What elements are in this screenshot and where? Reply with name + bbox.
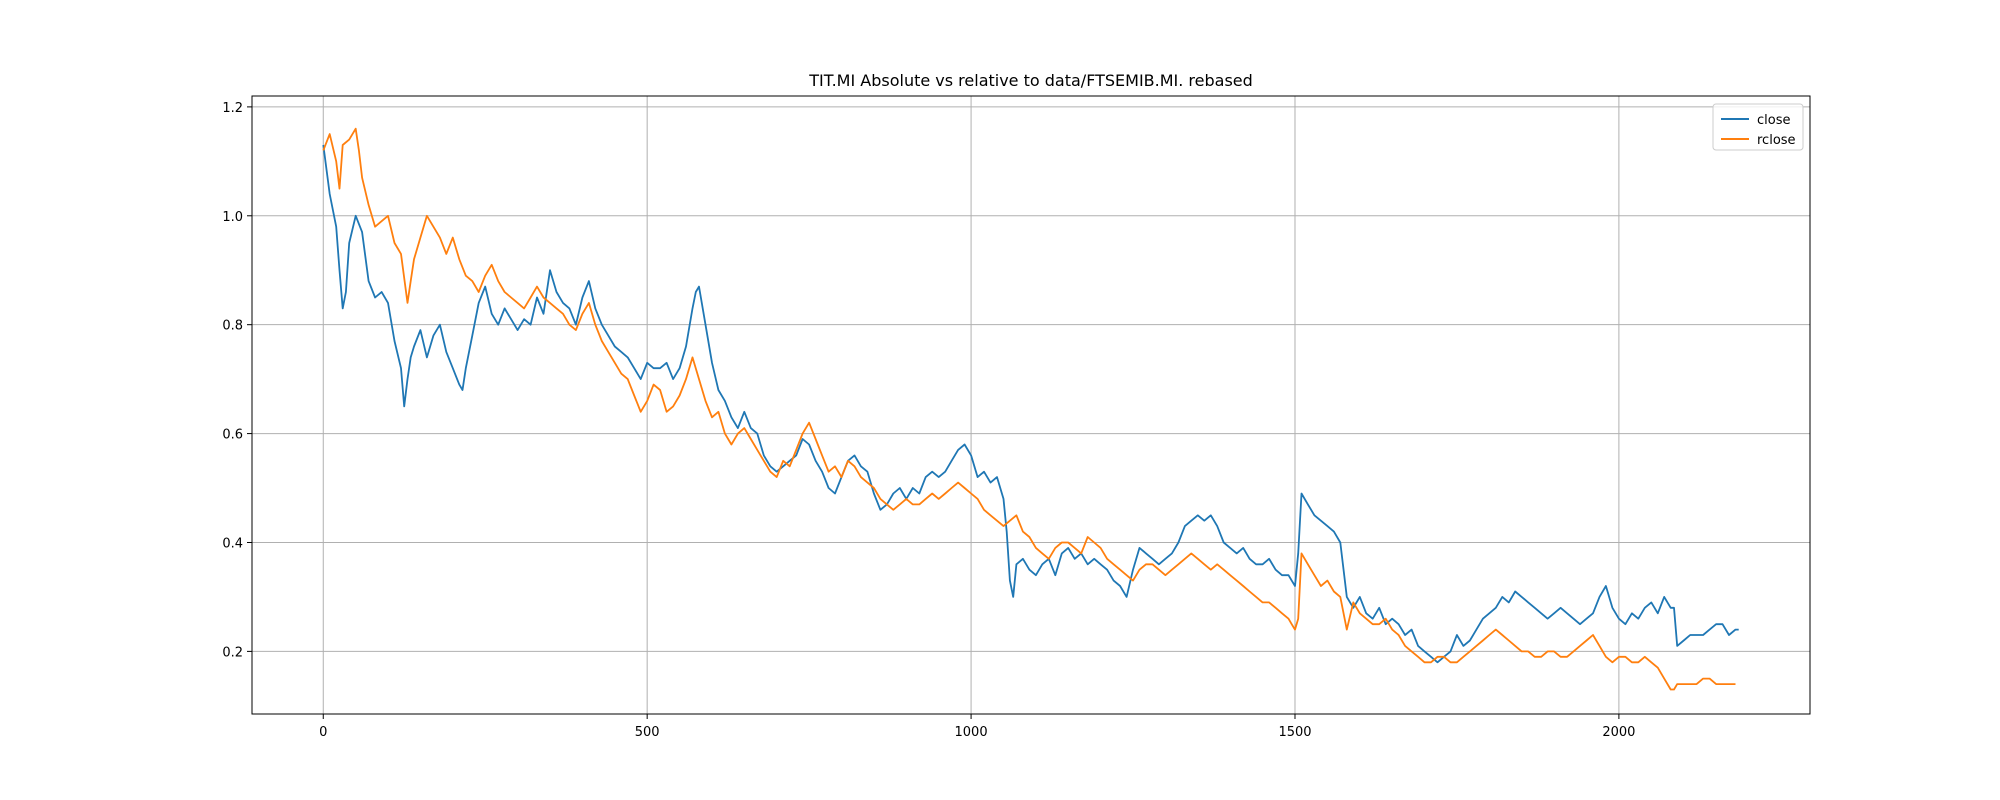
- series-line-rclose: [322, 127, 1736, 691]
- x-tick-label: 2000: [1602, 725, 1635, 740]
- grid: [252, 96, 1810, 714]
- series-group: [322, 127, 1739, 691]
- x-tick-label: 1000: [955, 725, 988, 740]
- y-tick-label: 0.2: [222, 645, 243, 660]
- y-tick-label: 1.2: [222, 101, 243, 116]
- x-tick-label: 1500: [1278, 725, 1311, 740]
- legend-label-close: close: [1757, 113, 1790, 128]
- series-line-close: [322, 144, 1739, 664]
- y-tick-label: 0.6: [222, 428, 243, 443]
- legend: close rclose: [1712, 103, 1804, 151]
- x-tick-label: 500: [635, 725, 660, 740]
- chart-title: TIT.MI Absolute vs relative to data/FTSE…: [808, 71, 1253, 90]
- legend-label-rclose: rclose: [1757, 133, 1796, 148]
- plot-frame: [251, 95, 1811, 715]
- y-tick-label: 1.0: [222, 210, 243, 225]
- y-tick-label: 0.8: [222, 319, 243, 334]
- x-tick-label: 0: [319, 725, 327, 740]
- axis-ticks: 0 500 1000 1500 2000 0.2 0.4 0.6 0.8 1.0 1.2: [222, 101, 1635, 740]
- y-tick-label: 0.4: [222, 536, 243, 551]
